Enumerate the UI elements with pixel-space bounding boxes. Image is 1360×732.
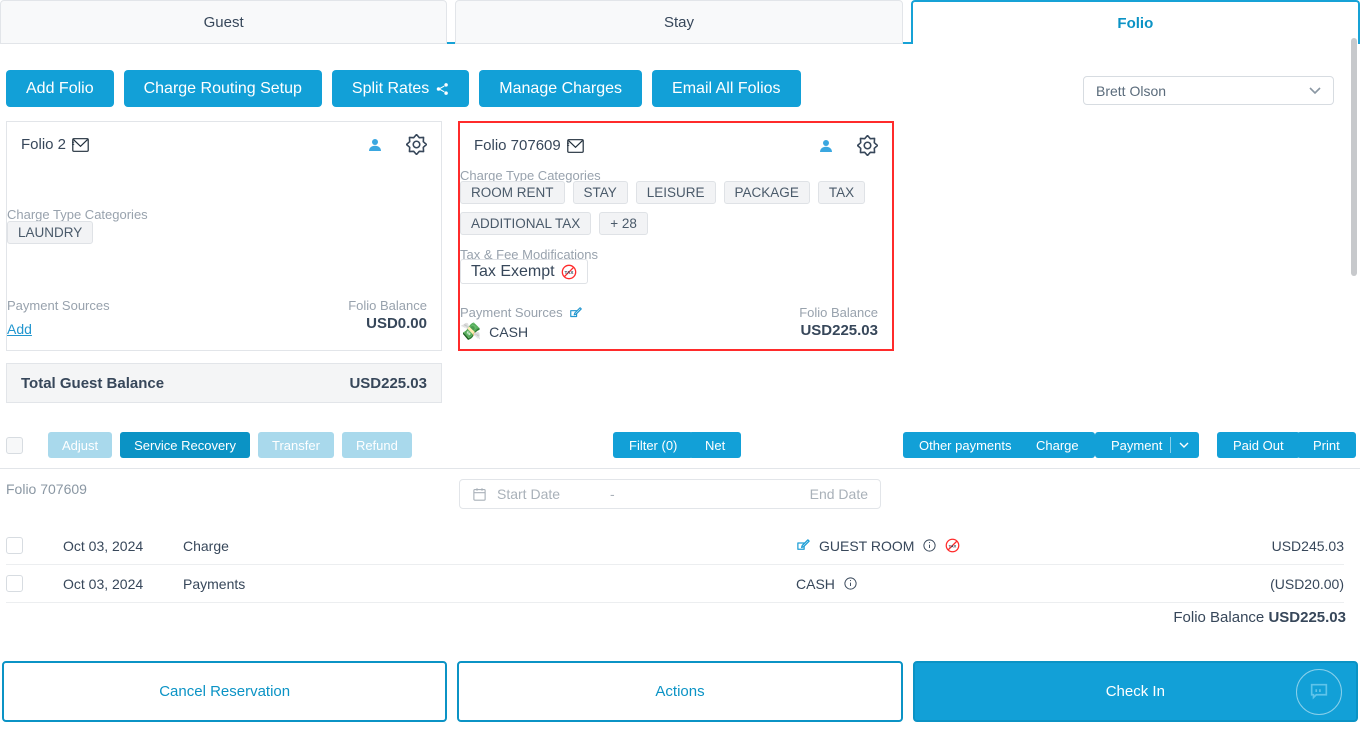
svg-text:TAX: TAX [564, 270, 574, 275]
svg-text:TAX: TAX [949, 543, 957, 548]
